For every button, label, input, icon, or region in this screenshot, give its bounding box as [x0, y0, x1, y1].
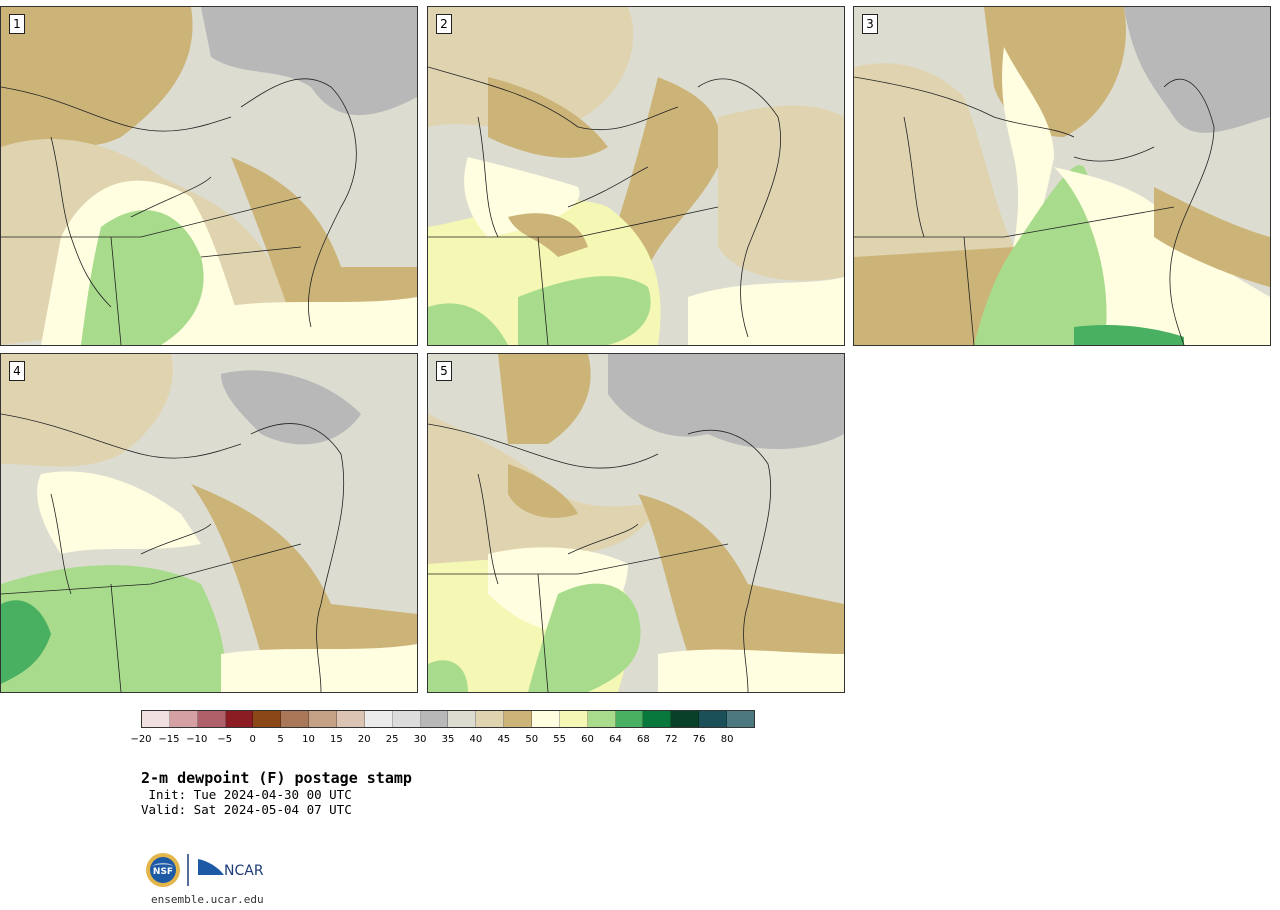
colorbar-swatch: [142, 711, 170, 727]
colorbar-swatch: [169, 711, 198, 727]
colorbar-tick-label: 76: [692, 734, 706, 745]
site-url: ensemble.ucar.edu: [151, 893, 264, 906]
panel-number-label: 5: [436, 361, 452, 381]
colorbar-tick-label: 25: [385, 734, 399, 745]
colorbar-tick-label: 55: [553, 734, 566, 745]
dewpoint-map: [854, 7, 1270, 345]
colorbar-swatch: [532, 711, 560, 727]
map-panel-4: 4: [0, 353, 418, 693]
dewpoint-colorbar: [141, 710, 755, 728]
colorbar-swatch: [281, 711, 310, 727]
colorbar-swatch: [727, 711, 754, 727]
panel-number-label: 4: [9, 361, 25, 381]
colorbar-swatch: [476, 711, 505, 727]
nsf-logo-icon: NSF: [146, 853, 180, 887]
map-panel-2: 2: [427, 6, 845, 346]
map-panel-3: 3: [853, 6, 1271, 346]
init-time: Init: Tue 2024-04-30 00 UTC: [141, 787, 352, 802]
panel-number-label: 3: [862, 14, 878, 34]
nsf-logo-text: NSF: [153, 867, 173, 877]
colorbar-swatch: [197, 711, 226, 727]
colorbar-tick-label: 60: [581, 734, 594, 745]
colorbar-tick-label: 68: [636, 734, 650, 745]
logos: NSF NCAR: [144, 851, 274, 889]
colorbar-tick-label: −15: [158, 734, 180, 745]
colorbar-swatch: [504, 711, 533, 727]
colorbar-swatch: [309, 711, 338, 727]
colorbar-tick-label: 15: [329, 734, 343, 745]
colorbar-tick-label: 64: [609, 734, 622, 745]
colorbar-tick-label: 0: [249, 734, 256, 745]
colorbar-tick-label: −10: [186, 734, 208, 745]
colorbar-swatch: [392, 711, 421, 727]
colorbar-swatch: [225, 711, 254, 727]
colorbar-swatch: [364, 711, 393, 727]
map-panel-1: 1: [0, 6, 418, 346]
colorbar-swatch: [448, 711, 477, 727]
colorbar-swatch: [671, 711, 700, 727]
dewpoint-map: [428, 7, 844, 345]
panel-number-label: 2: [436, 14, 452, 34]
dewpoint-map: [1, 7, 417, 345]
colorbar-tick-label: 30: [413, 734, 427, 745]
colorbar-tick-label: 40: [469, 734, 483, 745]
colorbar-swatch: [559, 711, 588, 727]
colorbar-swatch: [615, 711, 644, 727]
ncar-logo-icon: NCAR: [198, 859, 264, 879]
colorbar-tick-label: 10: [302, 734, 315, 745]
colorbar-tick-label: −5: [217, 734, 233, 745]
colorbar-tick-label: 5: [277, 734, 284, 745]
colorbar-tick-label: 20: [357, 734, 371, 745]
colorbar-swatch: [587, 711, 616, 727]
colorbar-swatch: [420, 711, 449, 727]
colorbar-tick-label: 80: [720, 734, 734, 745]
colorbar-tick-label: −20: [130, 734, 152, 745]
colorbar-tick-label: 45: [497, 734, 511, 745]
colorbar-swatch: [699, 711, 728, 727]
dewpoint-map: [1, 354, 417, 692]
colorbar-tick-label: 50: [525, 734, 539, 745]
map-panel-5: 5: [427, 353, 845, 693]
ncar-logo-text: NCAR: [224, 863, 264, 879]
dewpoint-map: [428, 354, 844, 692]
valid-time: Valid: Sat 2024-05-04 07 UTC: [141, 802, 352, 817]
colorbar-swatch: [643, 711, 672, 727]
chart-title: 2-m dewpoint (F) postage stamp: [141, 769, 412, 787]
colorbar-tick-label: 72: [664, 734, 678, 745]
nsf-ncar-logo: NSF NCAR: [146, 853, 264, 887]
colorbar-swatch: [337, 711, 365, 727]
colorbar-tick-labels: −20 −15 −10 −5 0 5 10 15 20 25 30 35 40 45 50 55 60 64 68 7…: [130, 734, 755, 748]
panel-number-label: 1: [9, 14, 25, 34]
colorbar-swatch: [253, 711, 282, 727]
colorbar-tick-label: 35: [441, 734, 455, 745]
